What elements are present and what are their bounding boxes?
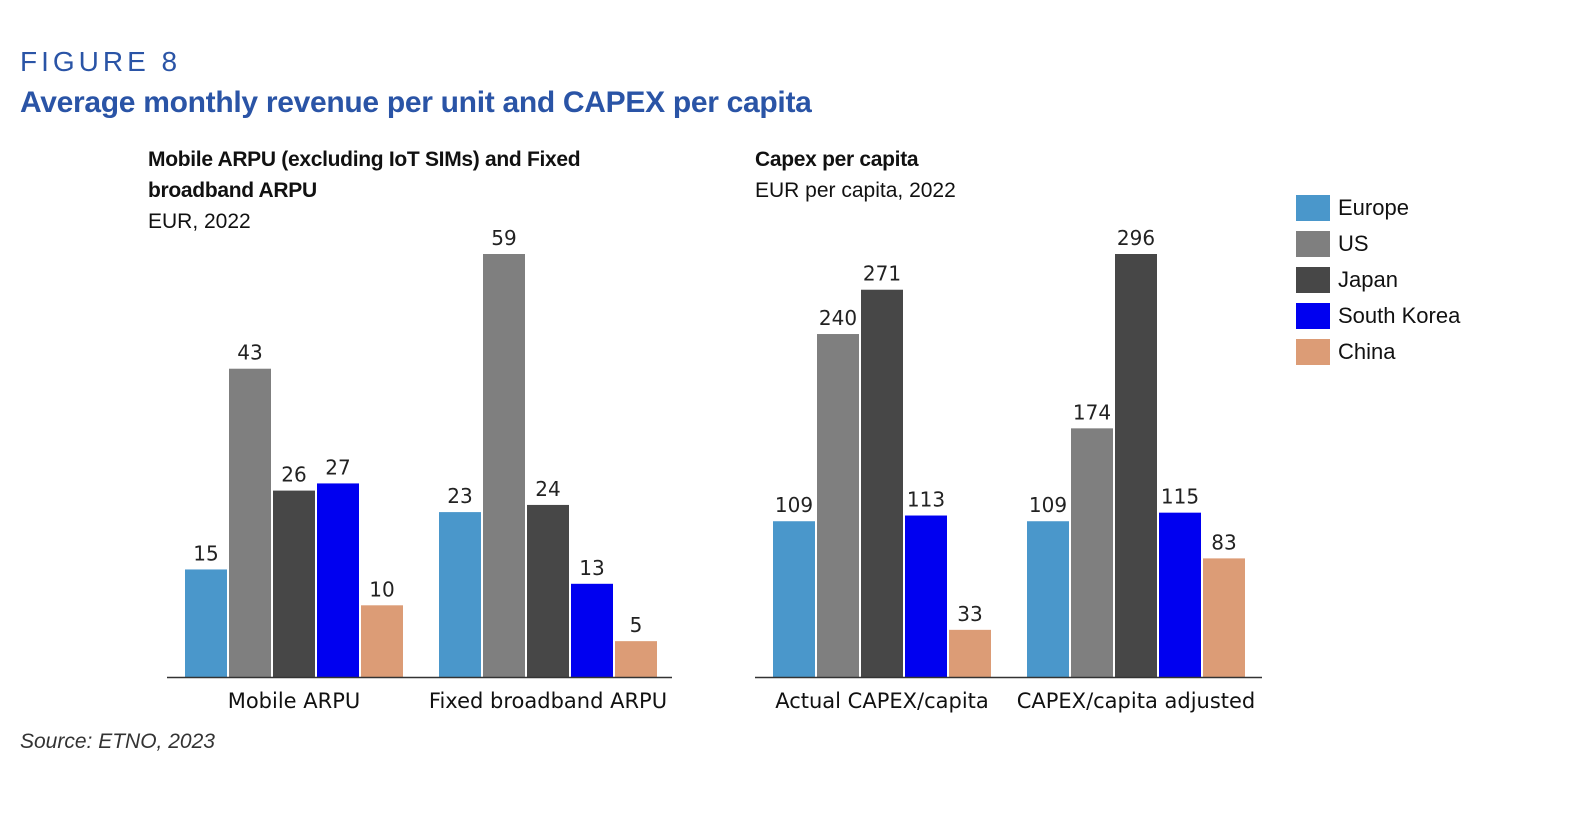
source-note: Source: ETNO, 2023: [20, 730, 215, 753]
category-label-mobile-arpu: Mobile ARPU: [228, 689, 361, 713]
bar-actual-capex-capita-south-korea: [905, 515, 947, 677]
data-label-capex-capita-adjusted-south-korea: 115: [1161, 485, 1199, 509]
figure-title: Average monthly revenue per unit and CAP…: [20, 86, 812, 119]
figure-label: FIGURE 8: [20, 46, 182, 77]
bar-mobile-arpu-us: [229, 368, 271, 677]
bar-actual-capex-capita-japan: [861, 289, 903, 677]
bar-fixed-broadband-arpu-china: [615, 641, 657, 677]
left-panel-unit: EUR, 2022: [148, 210, 251, 233]
legend-item-china: China: [1296, 334, 1460, 370]
right-panel-title: Capex per capita: [755, 148, 919, 171]
data-label-mobile-arpu-south-korea: 27: [325, 455, 350, 479]
bar-actual-capex-capita-europe: [773, 521, 815, 677]
right-panel-heading: Capex per capita EUR per capita, 2022: [755, 144, 1155, 206]
data-label-actual-capex-capita-europe: 109: [775, 493, 813, 517]
legend-label-china: China: [1338, 339, 1396, 364]
data-label-mobile-arpu-japan: 26: [281, 463, 306, 487]
category-label-fixed-broadband-arpu: Fixed broadband ARPU: [429, 689, 667, 713]
legend-label-south-korea: South Korea: [1338, 303, 1461, 328]
legend-item-us: US: [1296, 226, 1460, 262]
data-label-fixed-broadband-arpu-europe: 23: [447, 484, 472, 508]
bar-mobile-arpu-south-korea: [317, 483, 359, 677]
left-panel-heading: Mobile ARPU (excluding IoT SIMs) and Fix…: [148, 144, 618, 237]
legend-swatch-japan: [1296, 267, 1330, 293]
left-panel-title-line-2: broadband ARPU: [148, 179, 317, 202]
bar-mobile-arpu-japan: [273, 490, 315, 677]
bar-fixed-broadband-arpu-south-korea: [571, 583, 613, 677]
legend-swatch-us: [1296, 231, 1330, 257]
data-label-actual-capex-capita-us: 240: [819, 306, 857, 330]
bar-actual-capex-capita-us: [817, 334, 859, 677]
legend-item-europe: Europe: [1296, 190, 1460, 226]
data-label-actual-capex-capita-south-korea: 113: [907, 488, 945, 512]
bar-capex-capita-adjusted-south-korea: [1159, 512, 1201, 677]
bar-capex-capita-adjusted-us: [1071, 428, 1113, 677]
left-panel-title-line-1: Mobile ARPU (excluding IoT SIMs) and Fix…: [148, 148, 581, 171]
bar-actual-capex-capita-china: [949, 629, 991, 677]
data-label-capex-capita-adjusted-europe: 109: [1029, 493, 1067, 517]
category-label-capex-capita-adjusted: CAPEX/capita adjusted: [1017, 689, 1256, 713]
legend-swatch-china: [1296, 339, 1330, 365]
category-label-actual-capex-capita: Actual CAPEX/capita: [775, 689, 989, 713]
legend-item-south-korea: South Korea: [1296, 298, 1460, 334]
data-label-mobile-arpu-us: 43: [237, 341, 262, 365]
legend-swatch-south-korea: [1296, 303, 1330, 329]
data-label-capex-capita-adjusted-japan: 296: [1117, 226, 1155, 250]
legend-swatch-europe: [1296, 195, 1330, 221]
data-label-fixed-broadband-arpu-china: 5: [630, 613, 643, 637]
bar-capex-capita-adjusted-europe: [1027, 521, 1069, 677]
data-label-actual-capex-capita-china: 33: [957, 602, 982, 626]
bar-mobile-arpu-europe: [185, 569, 227, 677]
bar-fixed-broadband-arpu-us: [483, 254, 525, 677]
right-panel-unit: EUR per capita, 2022: [755, 179, 956, 202]
legend: Europe US Japan South Korea China: [1296, 190, 1460, 370]
legend-item-japan: Japan: [1296, 262, 1460, 298]
data-label-capex-capita-adjusted-us: 174: [1073, 400, 1111, 424]
data-label-capex-capita-adjusted-china: 83: [1211, 530, 1236, 554]
data-label-mobile-arpu-europe: 15: [193, 541, 218, 565]
data-label-fixed-broadband-arpu-japan: 24: [535, 477, 560, 501]
data-label-fixed-broadband-arpu-south-korea: 13: [579, 556, 604, 580]
bar-fixed-broadband-arpu-japan: [527, 504, 569, 677]
legend-label-us: US: [1338, 231, 1369, 256]
bar-capex-capita-adjusted-japan: [1115, 254, 1157, 677]
bar-mobile-arpu-china: [361, 605, 403, 677]
legend-label-japan: Japan: [1338, 267, 1398, 292]
data-label-actual-capex-capita-japan: 271: [863, 262, 901, 286]
data-label-fixed-broadband-arpu-us: 59: [491, 226, 516, 250]
legend-label-europe: Europe: [1338, 195, 1409, 220]
bar-capex-capita-adjusted-china: [1203, 558, 1245, 677]
data-label-mobile-arpu-china: 10: [369, 577, 394, 601]
bar-fixed-broadband-arpu-europe: [439, 512, 481, 677]
